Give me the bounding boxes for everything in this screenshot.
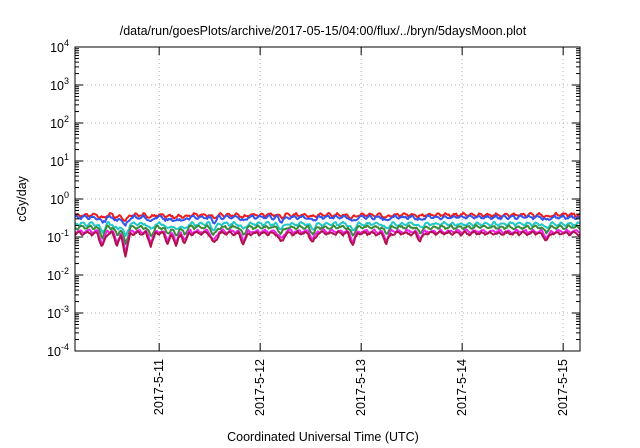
x-axis: 2017-5-11 2017-5-12 2017-5-13 2017-5-14 2017… — [152, 47, 570, 416]
y-axis: 10-4 10-3 10-2 10-1 100 101 102 103 104 — [47, 38, 580, 359]
series-group — [74, 211, 581, 258]
x-tick-label: 2017-5-14 — [455, 359, 469, 416]
y-tick-label: 104 — [50, 38, 69, 55]
series-line — [74, 230, 581, 258]
y-tick-label: 10-3 — [47, 304, 69, 321]
y-tick-label: 10-4 — [47, 342, 69, 359]
x-tick-label: 2017-5-12 — [253, 359, 267, 416]
y-tick-label: 100 — [50, 190, 69, 207]
chart-title: /data/run/goesPlots/archive/2017-05-15/0… — [120, 24, 527, 38]
series-line — [74, 214, 580, 227]
series-line — [74, 211, 581, 222]
y-tick-label: 10-2 — [47, 266, 69, 283]
y-tick-label: 10-1 — [47, 228, 69, 245]
x-tick-label: 2017-5-11 — [152, 359, 166, 415]
x-tick-label: 2017-5-13 — [354, 359, 368, 416]
y-axis-label: cGy/day — [15, 175, 29, 222]
x-axis-label: Coordinated Universal Time (UTC) — [227, 430, 419, 444]
x-tick-label: 2017-5-15 — [556, 359, 570, 416]
series-line — [74, 224, 581, 245]
y-tick-label: 102 — [50, 114, 69, 131]
y-tick-label: 101 — [50, 152, 69, 169]
y-tick-label: 103 — [50, 76, 69, 93]
grid — [75, 47, 580, 351]
series-line — [74, 220, 581, 237]
